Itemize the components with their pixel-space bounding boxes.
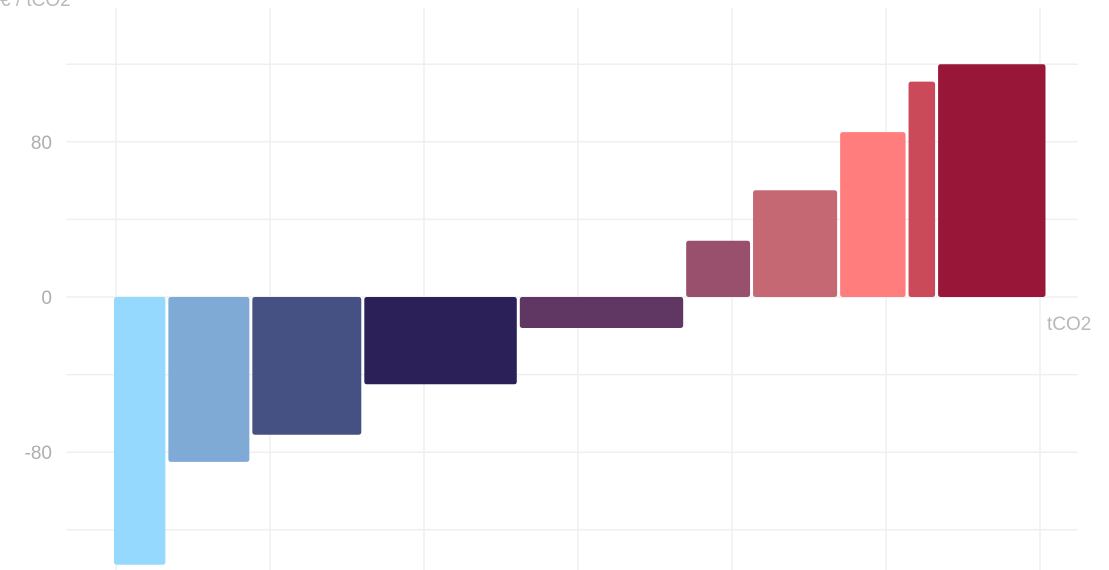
bar-6 bbox=[686, 240, 751, 297]
bar-5 bbox=[519, 297, 684, 329]
x-axis-label: tCO2 bbox=[1047, 314, 1091, 335]
bar-8 bbox=[840, 132, 906, 297]
bar-9 bbox=[908, 81, 936, 297]
bar-1 bbox=[114, 297, 166, 565]
bar-2 bbox=[168, 297, 250, 462]
y-tick-label: 80 bbox=[31, 133, 52, 154]
bars-layer bbox=[114, 64, 1046, 565]
bar-4 bbox=[364, 297, 517, 385]
bar-7 bbox=[753, 190, 838, 297]
y-tick-label: 0 bbox=[41, 288, 52, 309]
bar-3 bbox=[252, 297, 362, 435]
y-axis-label: € / tCO2 bbox=[0, 0, 71, 11]
bar-10 bbox=[938, 64, 1046, 297]
y-tick-label: -80 bbox=[25, 443, 52, 464]
y-tick-labels: -80 0 80 bbox=[25, 133, 52, 464]
